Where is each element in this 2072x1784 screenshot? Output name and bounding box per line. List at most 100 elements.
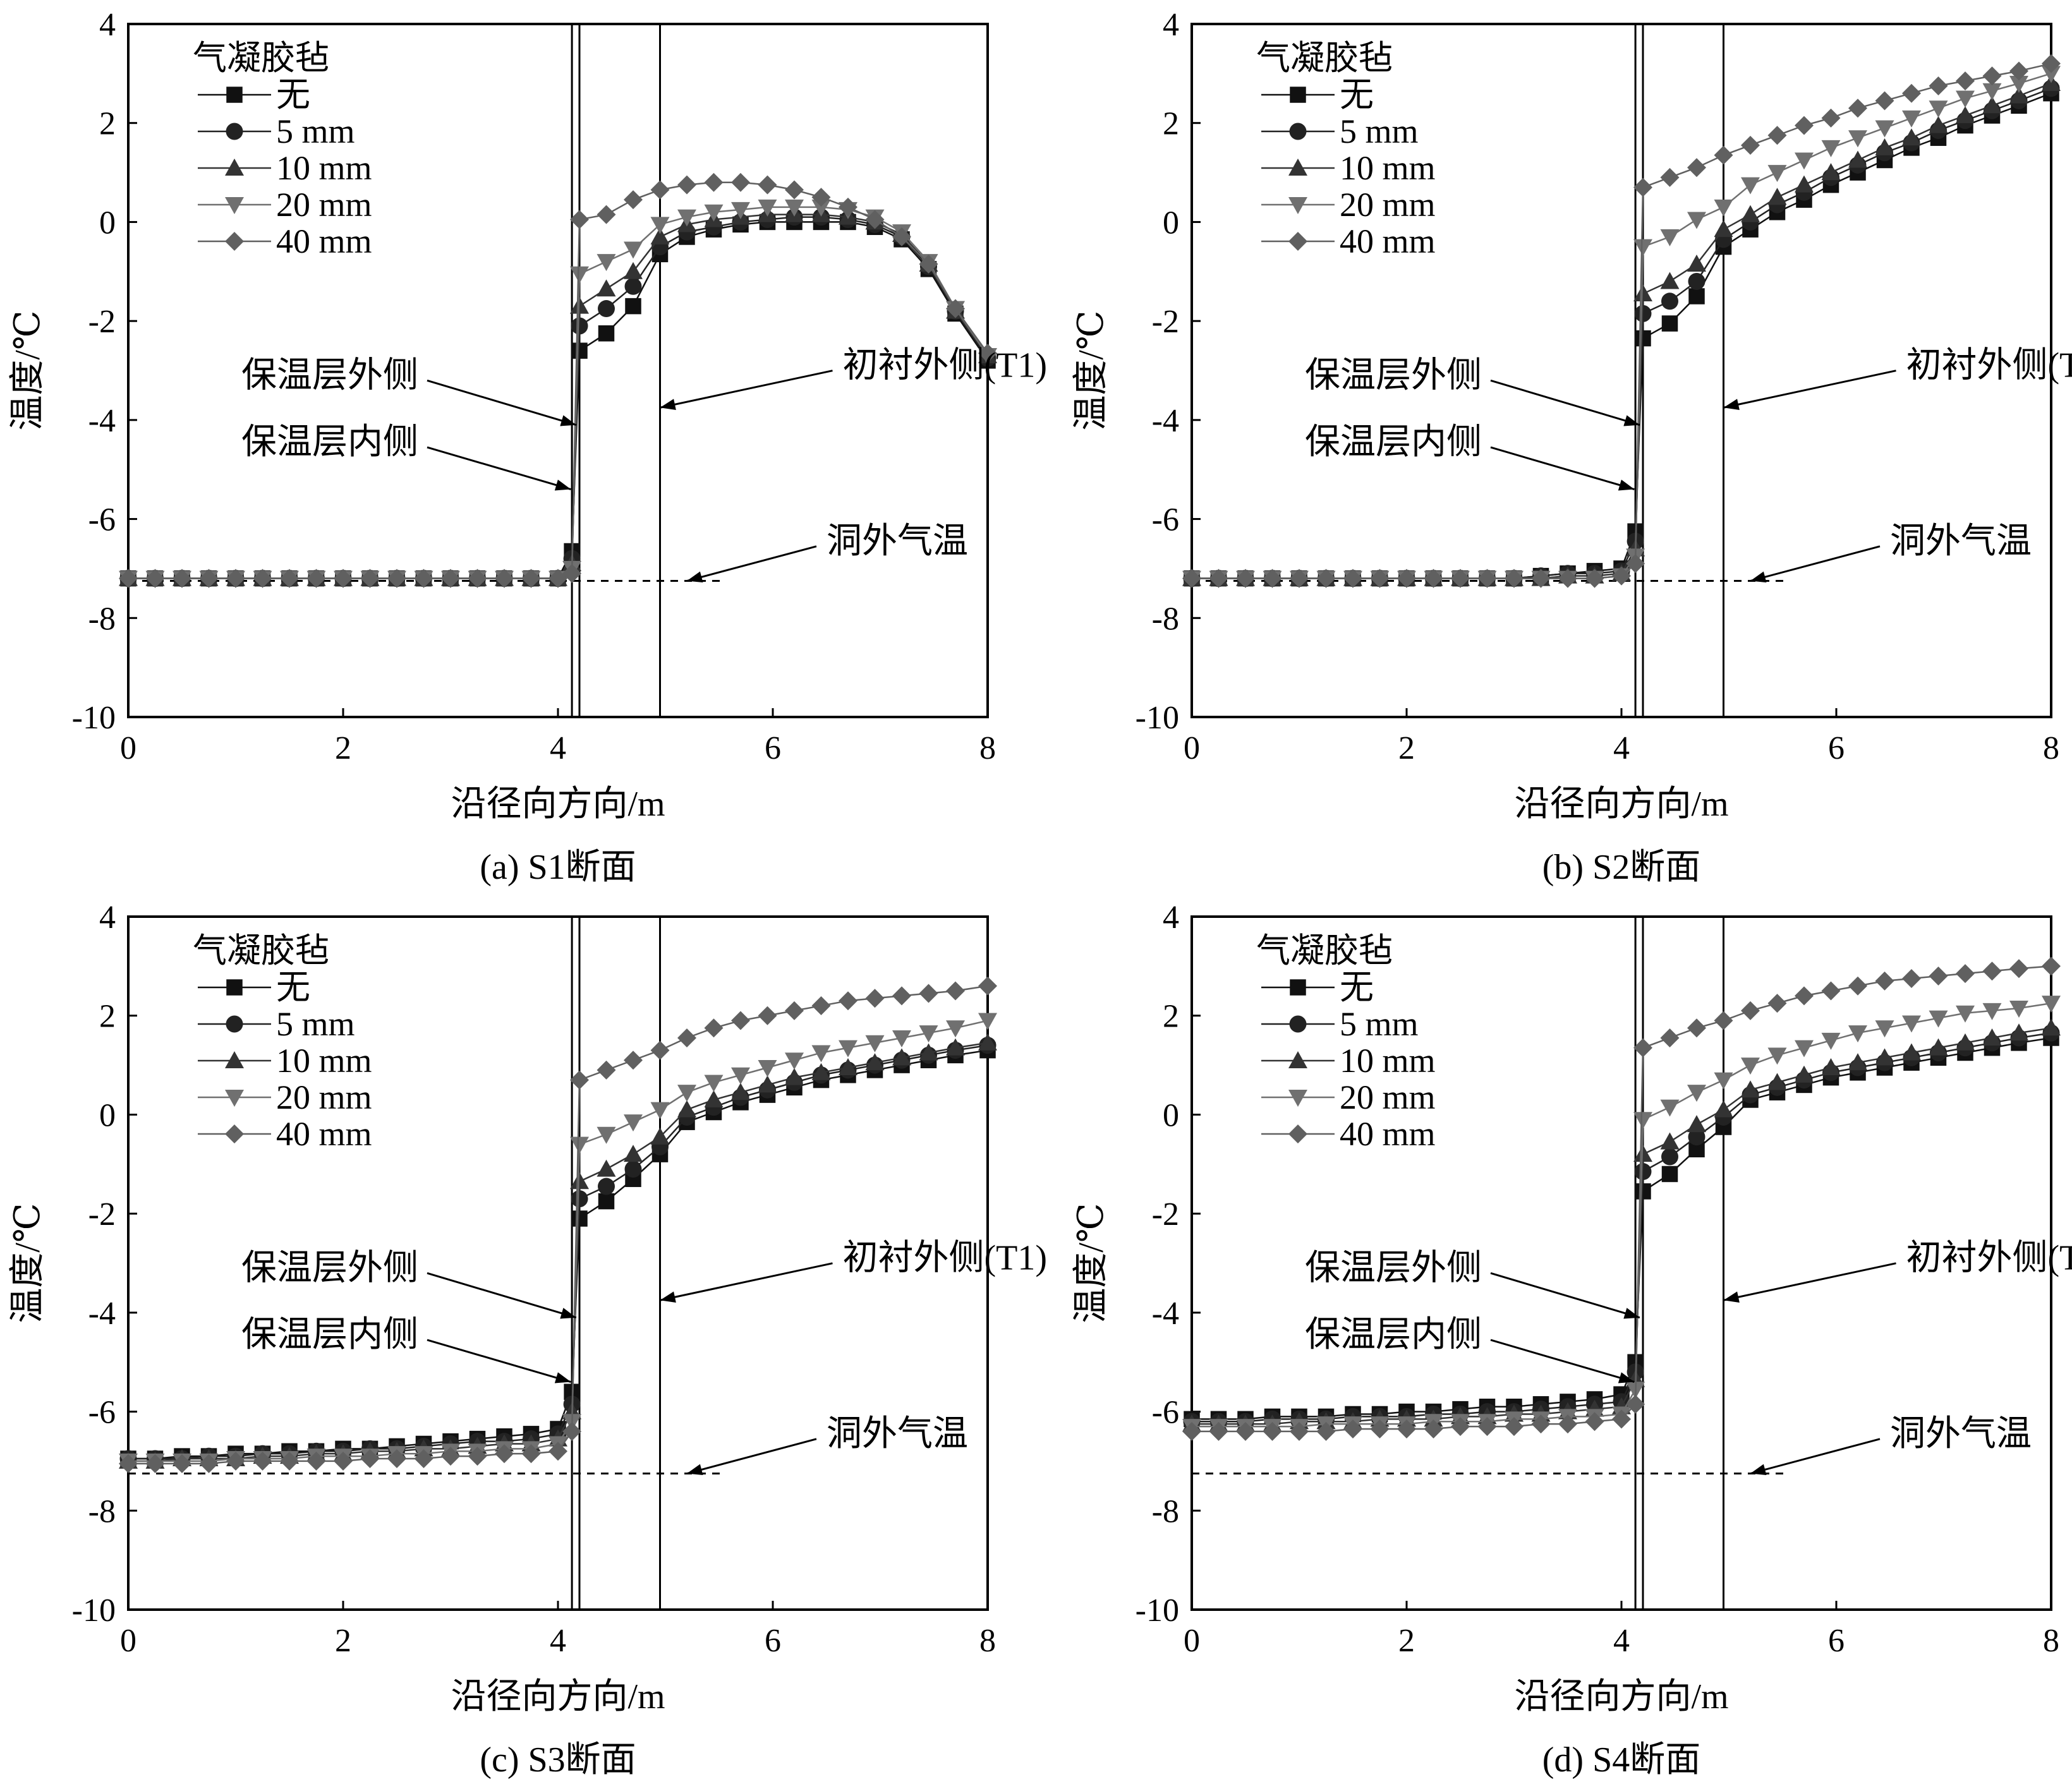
data-point (1848, 150, 1867, 168)
data-point (2009, 86, 2028, 104)
data-point (919, 255, 938, 274)
annotation-arrow (427, 446, 571, 490)
data-point (562, 1421, 582, 1441)
data-point (1795, 1065, 1814, 1083)
x-axis-title: 沿径向方向/m (451, 1677, 665, 1716)
y-tick-label: -6 (88, 1395, 116, 1431)
data-point (597, 1060, 616, 1080)
y-tick-label: -8 (1152, 601, 1179, 637)
data-point (677, 209, 696, 227)
data-point (811, 1045, 831, 1063)
panel-caption: (a) S1断面 (480, 848, 636, 887)
annotation-arrow (1723, 370, 1896, 409)
data-point (1902, 1043, 1921, 1061)
legend-label: 20 mm (276, 1078, 372, 1116)
series-line (128, 1049, 988, 1460)
data-point (1982, 66, 2002, 86)
y-tick-label: 0 (99, 1097, 116, 1133)
data-point (704, 1018, 724, 1038)
data-point (1397, 569, 1416, 588)
legend-marker (226, 87, 243, 103)
x-tick-label: 0 (120, 730, 136, 766)
y-tick-label: 2 (1163, 999, 1179, 1035)
data-point (1767, 126, 1787, 145)
annotation-arrowhead (1750, 1464, 1767, 1476)
data-point (1343, 569, 1362, 588)
data-point (1795, 116, 1814, 135)
annotation-label: 洞外气温 (1890, 1414, 2032, 1454)
data-point (624, 1145, 643, 1162)
data-point (650, 227, 670, 244)
data-point (119, 1454, 138, 1473)
legend-marker (1289, 123, 1307, 140)
data-point (1687, 1085, 1706, 1102)
legend-marker (225, 1090, 244, 1107)
data-point (2042, 54, 2061, 73)
data-point (1982, 961, 2002, 981)
data-point (306, 1451, 326, 1471)
legend-marker (226, 979, 243, 996)
data-point (360, 1449, 380, 1469)
data-point (2009, 959, 2028, 979)
data-point (597, 1126, 616, 1144)
legend-label: 10 mm (276, 1042, 372, 1080)
data-point (839, 991, 857, 1011)
data-point (145, 569, 165, 588)
data-point (1370, 569, 1390, 588)
data-point (1316, 569, 1336, 588)
annotation-arrow (660, 370, 833, 409)
annotation-label: 洞外气温 (1890, 522, 2032, 561)
legend-title: 气凝胶毡 (1256, 39, 1393, 77)
data-point (2042, 66, 2061, 83)
annotation-arrowhead (560, 1308, 576, 1319)
data-point (1982, 96, 2002, 114)
data-point (226, 1451, 245, 1471)
data-point (548, 1442, 567, 1461)
annotation-label: 初衬外侧(T1) (1906, 1239, 2072, 1278)
data-point (1929, 100, 1948, 118)
data-point (1821, 163, 1841, 181)
data-point (226, 569, 245, 588)
data-point (1182, 1421, 1201, 1441)
data-point (598, 300, 615, 318)
data-point (919, 1043, 938, 1061)
data-point (598, 325, 615, 342)
data-point (2042, 996, 2061, 1013)
legend-label: 40 mm (276, 222, 372, 260)
annotation-label: 保温层外侧 (241, 356, 418, 395)
legend-marker (1288, 1051, 1307, 1068)
data-point (570, 266, 589, 284)
data-point (1612, 1409, 1631, 1429)
data-point (731, 1011, 750, 1030)
data-point (1531, 1414, 1551, 1434)
x-tick-label: 4 (1613, 730, 1630, 766)
y-tick-label: -2 (88, 1196, 116, 1233)
data-point (441, 569, 460, 588)
data-point (1821, 108, 1841, 128)
legend-label: 无 (1340, 76, 1374, 114)
data-point (1875, 971, 1894, 991)
panel-caption: (d) S4断面 (1542, 1740, 1700, 1780)
legend-marker (225, 1124, 244, 1143)
data-point (145, 1454, 165, 1473)
y-tick-label: -10 (1136, 1593, 1179, 1629)
data-point (1956, 1033, 1975, 1051)
data-point (1505, 569, 1524, 588)
annotation-arrowhead (660, 1291, 676, 1303)
y-tick-label: -6 (1152, 1395, 1179, 1431)
data-point (978, 344, 997, 363)
data-point (1687, 1115, 1706, 1133)
data-point (865, 1035, 885, 1052)
annotation-arrowhead (554, 1372, 571, 1383)
y-tick-label: 4 (99, 900, 116, 936)
data-point (650, 1040, 670, 1060)
y-tick-label: 2 (1163, 106, 1179, 142)
data-point (1424, 1419, 1443, 1438)
data-point (1982, 83, 2002, 100)
legend-marker (1290, 979, 1306, 996)
y-tick-label: 4 (99, 7, 116, 43)
data-point (1397, 1419, 1416, 1438)
annotation-arrow (427, 379, 577, 426)
data-point (1660, 1099, 1680, 1117)
